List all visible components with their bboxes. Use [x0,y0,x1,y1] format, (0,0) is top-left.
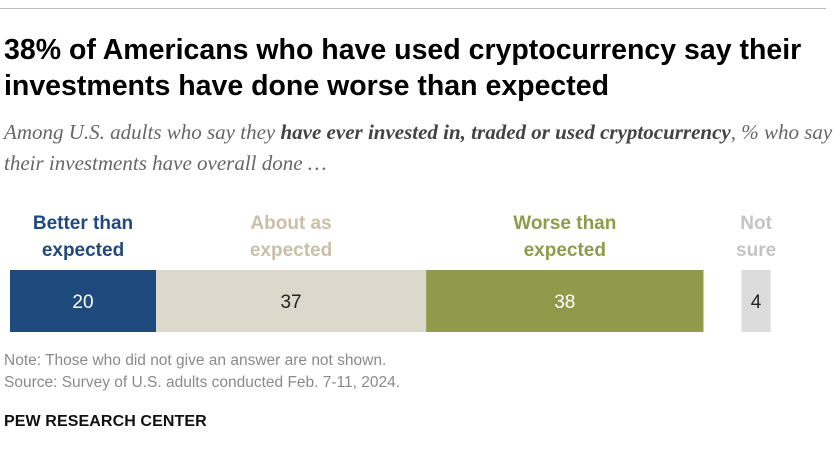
category-label-not-sure-line1: Not [740,213,772,234]
data-label-worse-than-expected: 38 [554,292,575,313]
category-label-worse-than-expected-line2: expected [524,240,606,261]
category-label-about-as-expected-line2: expected [250,240,332,261]
top-rule [0,8,826,9]
bar-segment-not-sure [741,270,771,332]
source-text: Source: Survey of U.S. adults conducted … [4,374,401,391]
category-label-not-sure-line2: sure [736,240,776,261]
data-label-about-as-expected: 37 [280,292,301,313]
chart-subtitle: Among U.S. adults who say they have ever… [4,117,834,179]
pew-research-center-logo: PEW RESEARCH CENTER [4,413,207,430]
category-label-better-than-expected-line1: Better than [33,213,133,234]
category-label-worse-than-expected-line1: Worse than [513,213,616,234]
chart-title: 38% of Americans who have used cryptocur… [4,34,802,102]
stacked-bar-chart: 20 Better than expected 37 About as expected 3… [10,213,776,332]
chart-footnotes: Note: Those who did not give an answer a… [4,350,400,394]
subtitle-tail: , % who say their investments have overa… [4,120,833,175]
subtitle-lead: Among U.S. adults who say they [4,120,281,144]
bar-segment-worse-than-expected [426,270,704,332]
category-label-better-than-expected-line2: expected [42,240,124,261]
note-text: Note: Those who did not give an answer a… [4,352,387,369]
data-label-not-sure: 4 [751,292,762,313]
subtitle-emphasis: have ever invested in, traded or used cr… [280,120,731,144]
data-label-better-than-expected: 20 [72,292,93,313]
category-label-about-as-expected-line1: About as [250,213,331,234]
bar-segment-about-as-expected [156,270,427,332]
bar-segment-better-than-expected [10,270,156,332]
